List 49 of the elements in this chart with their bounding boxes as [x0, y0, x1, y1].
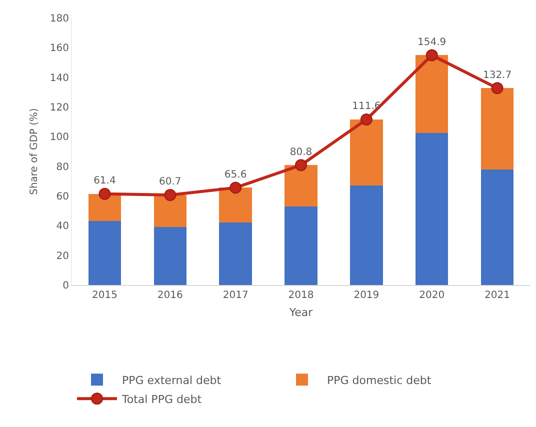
bar	[284, 165, 318, 206]
x-tick-label: 2021	[484, 290, 510, 301]
bar	[154, 227, 186, 285]
x-tick-label: 2016	[157, 290, 183, 301]
data-label: 61.4	[94, 176, 116, 187]
x-tick-label: 2020	[419, 290, 445, 301]
point	[426, 49, 438, 62]
y-tick-label: 140	[50, 72, 69, 84]
y-tick-label: 0	[62, 280, 69, 292]
point	[491, 82, 504, 94]
x-axis-title: Year	[288, 306, 314, 320]
y-tick-label: 120	[50, 102, 69, 114]
bar	[350, 186, 383, 285]
data-label: 80.8	[290, 146, 312, 158]
y-tick-label: 80	[56, 162, 69, 173]
x-tick-label: 2015	[92, 290, 118, 301]
bar	[284, 206, 318, 285]
bar	[154, 194, 186, 228]
y-tick-label: 40	[56, 221, 69, 232]
bar	[416, 132, 448, 285]
point	[164, 188, 176, 201]
bar	[480, 169, 514, 285]
data-label: 60.7	[159, 176, 182, 188]
bar	[88, 221, 122, 285]
bar	[219, 188, 252, 223]
data-label: 154.9	[418, 36, 446, 48]
bar	[480, 88, 514, 170]
legend-label: PPG domestic debt	[327, 374, 432, 387]
x-tick-label: 2019	[354, 290, 380, 301]
legend-label: PPG external debt	[122, 374, 222, 387]
data-label: 65.6	[224, 169, 247, 180]
point	[295, 159, 307, 172]
point	[230, 182, 242, 194]
y-axis-title: Share of GDP (%)	[28, 108, 40, 195]
data-label: 132.7	[482, 70, 512, 81]
bar	[416, 55, 448, 133]
x-tick-label: 2017	[222, 290, 248, 301]
y-tick-label: 180	[50, 14, 69, 24]
bar	[350, 119, 383, 186]
x-tick-label: 2018	[288, 290, 314, 301]
point	[360, 113, 372, 126]
y-tick-label: 60	[56, 192, 69, 202]
bar	[88, 194, 122, 222]
y-tick-label: 100	[50, 132, 69, 144]
y-tick-label: 20	[56, 250, 69, 262]
point	[98, 188, 111, 200]
bar	[219, 222, 252, 285]
legend-label: Total PPG debt	[121, 392, 202, 406]
y-tick-label: 160	[50, 43, 69, 54]
